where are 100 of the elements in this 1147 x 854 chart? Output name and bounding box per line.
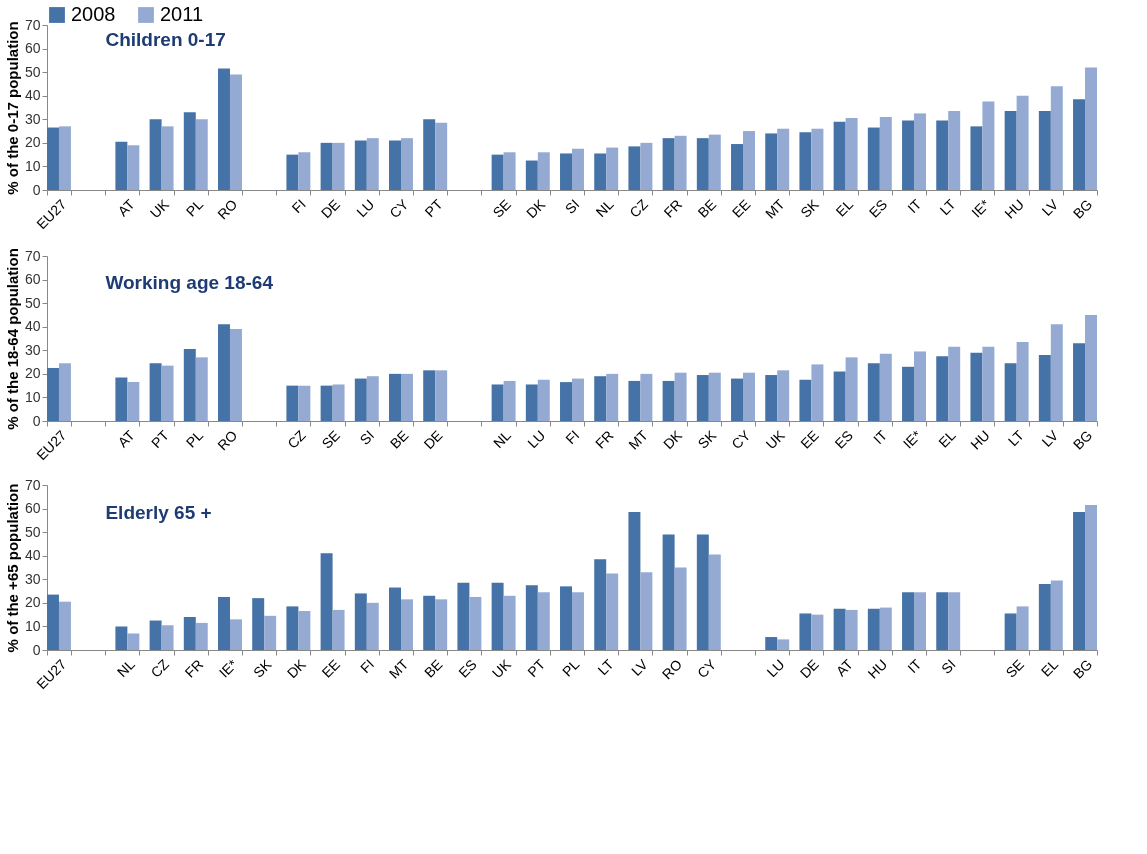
bar xyxy=(229,619,242,650)
bar xyxy=(115,141,128,190)
bar xyxy=(435,122,448,190)
x-tick-label: LV xyxy=(1038,195,1062,219)
bar xyxy=(572,592,584,650)
bar xyxy=(1004,613,1017,650)
bar xyxy=(400,138,413,190)
bar xyxy=(879,353,892,421)
bar xyxy=(811,128,824,190)
y-tick-label: 0 xyxy=(32,181,41,198)
y-tick-label: 30 xyxy=(24,110,41,127)
bar xyxy=(264,615,277,650)
x-tick-label: IT xyxy=(904,655,925,677)
bar xyxy=(320,142,333,190)
y-tick-label: 0 xyxy=(32,412,41,429)
bar xyxy=(606,373,619,421)
x-tick-label: IE* xyxy=(215,655,241,681)
y-axis-title: % of the 0-17 population xyxy=(3,21,21,195)
bar xyxy=(936,592,949,650)
bar xyxy=(423,595,436,650)
bar xyxy=(183,617,196,650)
bar xyxy=(777,639,790,650)
legend-label: 2008 xyxy=(71,3,116,25)
x-tick-label: FR xyxy=(592,427,617,452)
bar xyxy=(1004,363,1017,421)
x-tick-label: BG xyxy=(1069,427,1096,453)
x-tick-label: UK xyxy=(488,655,515,682)
bar xyxy=(879,116,892,190)
bar xyxy=(115,377,128,421)
bar xyxy=(902,120,915,190)
bar xyxy=(640,373,653,421)
bar xyxy=(777,370,790,421)
bar xyxy=(640,142,653,190)
y-tick-label: 10 xyxy=(24,388,41,405)
y-tick-label: 50 xyxy=(24,294,41,311)
x-tick-label: EL xyxy=(1037,655,1062,680)
y-axis-title: % of the +65 population xyxy=(3,483,21,653)
x-tick-label: CY xyxy=(386,195,412,222)
y-tick-label: 60 xyxy=(24,40,41,57)
x-tick-label: EL xyxy=(832,195,857,220)
x-tick-label: HU xyxy=(1001,196,1028,222)
bar xyxy=(594,153,607,190)
text: Working age 18-64 xyxy=(105,271,274,293)
x-tick-label: SI xyxy=(561,196,583,217)
bar xyxy=(799,379,812,421)
bar xyxy=(833,121,846,190)
x-tick-label: AT xyxy=(114,195,139,220)
bar xyxy=(708,134,721,190)
bar xyxy=(572,148,584,190)
bar xyxy=(948,111,961,190)
bar xyxy=(389,373,401,421)
bar xyxy=(765,375,778,421)
x-tick-label: PT xyxy=(421,195,446,221)
x-tick-label: BG xyxy=(1069,656,1096,682)
bar xyxy=(731,144,744,190)
bar xyxy=(127,382,140,421)
bar xyxy=(320,553,333,650)
y-tick-label: 20 xyxy=(24,134,41,151)
bar xyxy=(811,614,824,650)
bar xyxy=(948,346,961,421)
bar xyxy=(696,375,709,421)
y-tick-label: 40 xyxy=(24,547,41,564)
x-tick-label: FI xyxy=(288,196,309,217)
bar xyxy=(400,599,413,650)
x-tick-label: SK xyxy=(250,655,276,681)
bar xyxy=(218,596,230,650)
bar xyxy=(674,135,687,190)
x-tick-label: DE xyxy=(317,196,343,222)
bar xyxy=(161,126,174,190)
x-tick-label: EL xyxy=(935,426,959,451)
x-tick-label: AT xyxy=(114,426,139,451)
bar xyxy=(594,376,607,421)
x-tick-label: EE xyxy=(728,196,754,221)
bar xyxy=(195,119,208,190)
y-tick-label: 60 xyxy=(24,271,41,288)
y-tick-label: 0 xyxy=(32,641,41,658)
x-tick-label: IT xyxy=(870,426,891,448)
bar xyxy=(560,586,572,650)
bar xyxy=(47,367,59,421)
x-tick-label: PL xyxy=(558,655,583,680)
y-tick-label: 10 xyxy=(24,617,41,634)
x-tick-label: PT xyxy=(148,426,173,452)
bar xyxy=(936,356,949,421)
x-tick-label: ES xyxy=(455,656,480,681)
x-tick-label: LU xyxy=(353,196,378,221)
bar xyxy=(423,370,436,421)
bar xyxy=(332,609,345,650)
bar xyxy=(183,349,196,421)
bar xyxy=(525,160,538,190)
y-tick-label: 20 xyxy=(24,365,41,382)
bar xyxy=(47,127,59,190)
bar xyxy=(970,352,983,421)
bar xyxy=(149,119,162,190)
bar xyxy=(58,363,71,421)
bar xyxy=(731,378,744,421)
y-tick-label: 20 xyxy=(24,594,41,611)
bar xyxy=(1073,512,1086,650)
bar xyxy=(503,152,516,190)
bar xyxy=(286,385,299,421)
bar xyxy=(525,585,538,650)
